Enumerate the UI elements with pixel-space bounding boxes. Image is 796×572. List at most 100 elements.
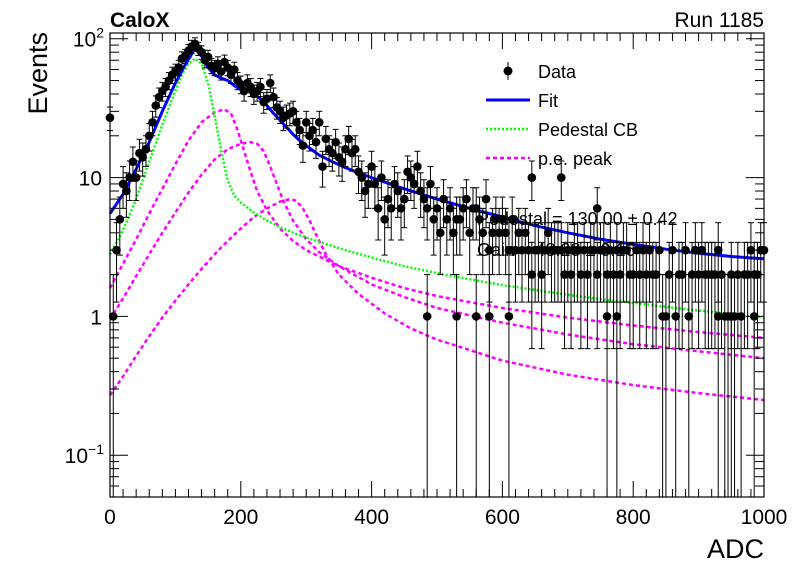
data-marker bbox=[592, 270, 602, 279]
data-marker bbox=[161, 82, 170, 92]
data-marker bbox=[432, 204, 442, 213]
legend-entry: Fit bbox=[486, 91, 558, 111]
data-point bbox=[556, 160, 566, 201]
data-point bbox=[350, 135, 360, 168]
data-marker bbox=[641, 270, 651, 279]
data-marker bbox=[691, 245, 700, 255]
data-point bbox=[691, 222, 700, 303]
data-point bbox=[579, 222, 589, 303]
data-point bbox=[380, 196, 389, 256]
data-marker bbox=[491, 215, 501, 224]
data-point bbox=[390, 166, 399, 209]
data-point bbox=[148, 110, 157, 137]
data-point bbox=[481, 179, 491, 229]
data-marker bbox=[122, 186, 131, 196]
data-marker bbox=[556, 245, 566, 255]
x-tick-label: 800 bbox=[616, 506, 651, 529]
data-point bbox=[386, 187, 396, 241]
x-tick-label: 200 bbox=[223, 506, 258, 529]
data-marker bbox=[321, 134, 331, 144]
data-marker bbox=[583, 270, 592, 279]
data-marker bbox=[612, 312, 622, 321]
axes-layer: 0 200 400 600 800 1000 10−1 1 10 102 bbox=[65, 25, 788, 529]
data-marker bbox=[331, 137, 340, 147]
data-point bbox=[733, 241, 743, 350]
data-point bbox=[520, 207, 530, 276]
data-marker bbox=[301, 118, 311, 127]
data-point bbox=[298, 131, 308, 163]
x-tick-label: 1000 bbox=[741, 506, 788, 529]
data-point bbox=[527, 160, 537, 201]
data-marker bbox=[344, 134, 354, 144]
data-point bbox=[213, 56, 223, 73]
data-point bbox=[131, 160, 141, 201]
data-marker bbox=[527, 270, 537, 279]
data-point bbox=[524, 222, 533, 303]
data-marker bbox=[501, 228, 510, 238]
data-point bbox=[373, 187, 383, 241]
data-point bbox=[713, 274, 723, 497]
data-point bbox=[727, 274, 736, 497]
data-marker bbox=[370, 179, 380, 189]
data-marker bbox=[537, 270, 546, 279]
data-point bbox=[413, 150, 422, 188]
data-point bbox=[471, 274, 481, 497]
data-point bbox=[681, 222, 690, 303]
data-marker bbox=[534, 245, 543, 255]
data-point bbox=[651, 241, 661, 350]
data-marker bbox=[560, 270, 569, 279]
legend-entry: Pedestal CB bbox=[486, 120, 638, 140]
data-marker bbox=[494, 228, 504, 238]
data-point bbox=[419, 179, 429, 229]
data-marker bbox=[609, 270, 618, 279]
data-marker bbox=[239, 86, 249, 96]
data-point bbox=[599, 222, 609, 303]
pedestal-cb-curve bbox=[108, 57, 765, 319]
data-marker bbox=[409, 179, 419, 189]
data-marker bbox=[661, 312, 671, 321]
data-point bbox=[573, 222, 582, 303]
data-point bbox=[233, 72, 242, 91]
data-point bbox=[321, 125, 331, 156]
data-point bbox=[527, 241, 537, 350]
legend-label: Fit bbox=[538, 91, 558, 111]
data-marker bbox=[328, 148, 337, 158]
data-marker bbox=[687, 270, 697, 279]
data-point bbox=[383, 179, 393, 229]
data-point bbox=[641, 241, 651, 350]
data-point bbox=[328, 138, 337, 172]
data-marker bbox=[148, 118, 157, 127]
data-marker bbox=[664, 270, 674, 279]
data-marker bbox=[426, 179, 435, 189]
data-marker bbox=[743, 270, 752, 279]
data-point bbox=[462, 179, 471, 229]
data-marker bbox=[655, 245, 664, 255]
data-marker bbox=[314, 118, 324, 127]
data-marker bbox=[736, 312, 746, 321]
data-marker bbox=[599, 245, 609, 255]
data-point bbox=[622, 222, 631, 303]
data-marker bbox=[292, 118, 301, 127]
data-point bbox=[197, 45, 206, 60]
data-point bbox=[609, 241, 618, 350]
legend-swatch bbox=[503, 66, 513, 76]
data-marker bbox=[746, 245, 756, 255]
data-marker bbox=[256, 82, 265, 92]
data-marker bbox=[118, 179, 128, 189]
data-marker bbox=[681, 245, 690, 255]
data-point bbox=[347, 138, 357, 172]
legend-entry: Data bbox=[503, 62, 577, 82]
data-point bbox=[252, 81, 262, 102]
data-marker bbox=[465, 228, 475, 238]
legend-entry: p.e. peak bbox=[486, 149, 613, 169]
data-marker bbox=[694, 270, 703, 279]
data-point bbox=[452, 274, 461, 497]
data-point bbox=[115, 196, 125, 256]
data-point bbox=[602, 274, 612, 497]
data-marker bbox=[507, 215, 517, 224]
data-marker bbox=[615, 270, 625, 279]
data-marker bbox=[498, 215, 507, 224]
data-marker bbox=[380, 215, 389, 224]
data-point bbox=[743, 241, 752, 350]
data-point bbox=[360, 172, 370, 218]
